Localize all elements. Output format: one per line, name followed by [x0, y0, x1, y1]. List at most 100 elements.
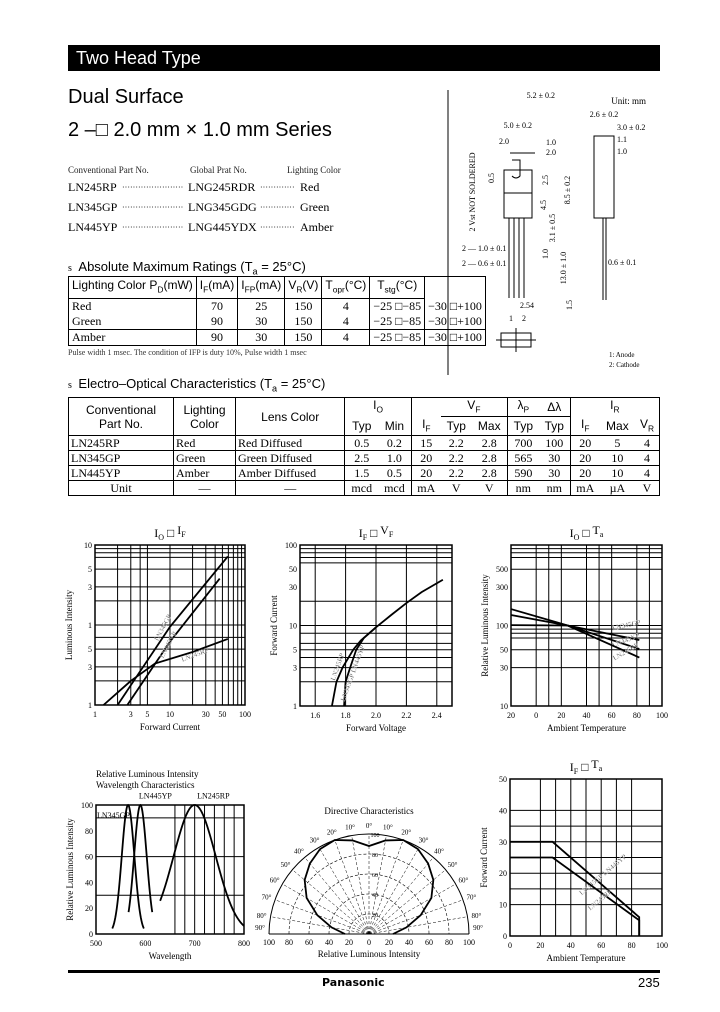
title-part: □: [579, 526, 592, 540]
table-cell: 100: [538, 435, 571, 451]
table-cell: 2.2: [440, 465, 472, 481]
table-cell: —: [173, 480, 236, 496]
x-tick-label: 2.4: [432, 711, 442, 720]
y-tick-label: 40: [499, 806, 507, 815]
y-tick-label: 20: [85, 904, 93, 913]
chart-title: IO □ Ta: [570, 523, 604, 542]
x-tick-label: 80: [633, 711, 641, 720]
abs-max-heading: s Absolute Maximum Ratings (Ta = 25°C): [68, 259, 306, 277]
series-line: [126, 578, 221, 706]
polar-spoke: [282, 883, 370, 935]
table-cell: −25 □−85: [369, 314, 426, 330]
x-tick-label: 60: [425, 938, 433, 947]
dimension-drawing: [447, 90, 615, 375]
polar-ring: [268, 833, 470, 935]
series-line: [116, 555, 229, 706]
table-cell: −25 □−85: [369, 329, 426, 346]
table-cell: Amber: [68, 329, 197, 346]
radial-tick-label: 80: [372, 853, 378, 859]
polar-spoke: [351, 835, 370, 935]
table-cell: 2.5: [344, 450, 379, 466]
dimension-label: 2 — 1.0 ± 0.1: [462, 244, 506, 253]
table-row: Amber 90 30 150 4 −25 □−85 −30 □+100: [68, 329, 486, 346]
polar-spoke: [334, 839, 370, 935]
x-tick-label: 0: [367, 938, 371, 947]
angle-tick-label: 40°: [294, 848, 304, 856]
chart-io_ta: 20 0 20 40 60 80 100 10 30 50 100 300 500 Ambient Tem…: [480, 523, 668, 733]
dimension-label: 0.5: [487, 173, 496, 183]
table-header-row: Lighting Color PD(mW) IF(mA) IFP(mA) VR(…: [68, 276, 486, 300]
angle-tick-label: 50°: [281, 861, 291, 869]
part-global: LNG345GDG: [188, 200, 257, 214]
y-tick-label: 3: [88, 583, 92, 592]
title-part: I: [359, 526, 363, 540]
table-cell: 700: [506, 435, 539, 451]
x-tick-label: 3: [129, 710, 133, 719]
y-tick-label: 500: [496, 565, 508, 574]
angle-tick-label: 80°: [257, 912, 267, 920]
part-global: LNG245RDR: [188, 180, 256, 194]
table-row: LN345GP Green Green Diffused 2.5 1.0 20 2.2 2.8…: [68, 450, 660, 466]
polar-spoke: [274, 899, 370, 935]
x-tick-label: 5: [145, 710, 149, 719]
angle-tick-label: 30°: [419, 837, 429, 845]
series-line: [102, 638, 229, 706]
table-cell: 150: [284, 298, 323, 315]
angle-tick-label: 20°: [327, 829, 337, 837]
title-part: T: [591, 757, 599, 771]
y-tick-label: 1: [293, 702, 297, 711]
table-cell: 5: [599, 435, 635, 451]
dimension-label: 4.5: [539, 200, 548, 210]
heading-end: = 25°C): [277, 376, 326, 391]
y-tick-label: 3: [293, 664, 297, 673]
col-header-vf: VF: [440, 397, 508, 418]
table-cell: Red Diffused: [234, 435, 345, 451]
title-part: I: [177, 523, 181, 537]
polar-spoke: [368, 869, 446, 935]
dimension-label: 1.1: [617, 135, 627, 144]
title-part: O: [158, 533, 164, 542]
y-axis-label: Forward Current: [269, 595, 279, 656]
heading-text: Electro–Optical Characteristics (T: [78, 376, 273, 391]
table-cell: mA: [410, 480, 441, 496]
x-axis-label: Ambient Temperature: [547, 723, 626, 733]
leader-dots: ·············: [260, 183, 295, 192]
title-part: I: [154, 526, 158, 540]
table-cell: 30: [538, 465, 571, 481]
x-tick-label: 40: [325, 938, 333, 947]
title-part: F: [574, 767, 579, 776]
radial-tick-label: 60: [372, 873, 378, 879]
heading-end: = 25°C): [257, 259, 306, 274]
chart-title: IF □ Ta: [570, 757, 603, 776]
dimension-label: 2.0: [546, 148, 556, 157]
leader-dots: ·······················: [122, 183, 184, 192]
table-cell: Green: [173, 450, 236, 466]
parts-header-global: Global Prat No.: [190, 165, 247, 175]
y-axis-label: Relative Luminous Intensity: [480, 574, 490, 677]
col-header-io: IO: [344, 397, 412, 417]
col-header-dl: Δλ: [538, 397, 571, 418]
x-tick-label: 10: [166, 710, 174, 719]
angle-tick-label: 10°: [383, 824, 393, 832]
chart-directive: 0° 10°10°20°20°30°30°40°40°50°50°60°60°70…: [255, 806, 483, 959]
footer-rule: [68, 970, 660, 973]
x-tick-label: 60: [305, 938, 313, 947]
table-cell: Green Diffused: [234, 450, 345, 466]
table-cell: 20: [410, 465, 441, 481]
x-tick-label: 800: [238, 939, 250, 948]
title-part: □: [367, 526, 380, 540]
radial-tick-label: 20: [372, 913, 378, 919]
table-cell: mcd: [378, 480, 412, 496]
table-cell: 1.5: [344, 465, 379, 481]
col-header: Topr(°C): [321, 276, 371, 300]
chart-if_ta: 0 20 40 60 80 100 0 10 20 30 40 50 Ambient Temperatu…: [479, 757, 668, 963]
dimension-label: 1.0: [541, 249, 550, 259]
radial-tick-label: 40: [372, 893, 378, 899]
eo-table: Conventional Part No. Lighting Color Lens …: [68, 397, 660, 497]
chart-title: Relative Luminous Intensity: [96, 769, 199, 779]
parts-header-conventional: Conventional Part No.: [68, 165, 149, 175]
table-cell: 0.5: [378, 465, 412, 481]
x-axis-label: Ambient Temperature: [547, 953, 626, 963]
x-tick-label: 100: [656, 711, 668, 720]
dimension-label: 2.5: [541, 175, 550, 185]
